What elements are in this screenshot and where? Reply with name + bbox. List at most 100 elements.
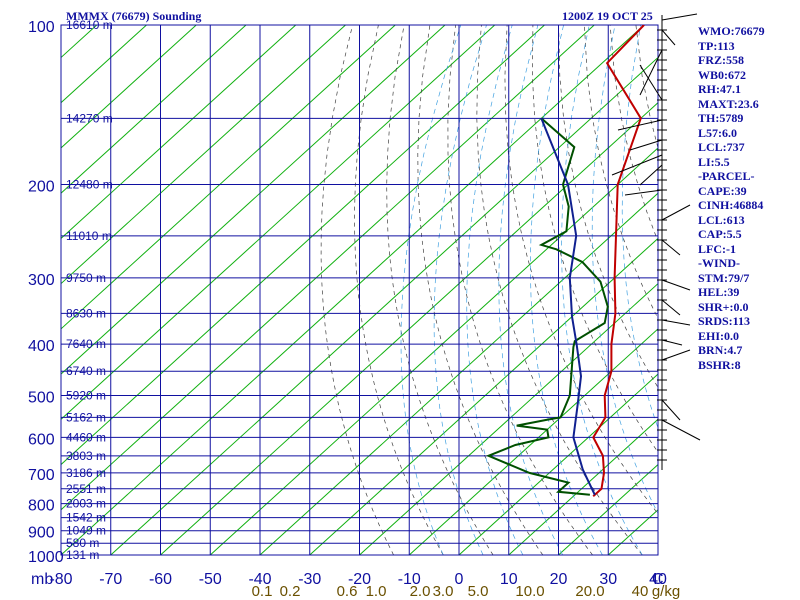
mixing-ratio-label: 10.0 <box>515 583 544 600</box>
wind-barb <box>624 189 663 196</box>
mixing-ratio-label: 20.0 <box>575 583 604 600</box>
dry-adiabat <box>713 25 800 555</box>
wind-barb <box>639 164 663 186</box>
mixing-ratio-label: g/kg <box>652 583 680 600</box>
dry-adiabat <box>687 25 800 555</box>
wind-barb <box>661 419 701 441</box>
temperature-tick-label: 0 <box>455 571 464 588</box>
dry-adiabat <box>765 25 800 555</box>
isotherm-line <box>61 25 197 149</box>
isotherm-line <box>61 25 645 555</box>
pressure-tick-label: 500 <box>28 389 55 406</box>
isotherm-line <box>408 328 658 555</box>
temperature-tick-label: -20 <box>348 571 371 588</box>
pressure-tick-label: 400 <box>28 338 55 355</box>
isotherm-line <box>110 56 658 555</box>
isotherm-line <box>160 102 658 555</box>
mixing-ratio-label: 0.1 <box>252 583 273 600</box>
height-label: 580 m <box>66 536 99 550</box>
wind-barb <box>661 299 681 316</box>
height-label: 3186 m <box>66 466 106 480</box>
wind-barb <box>617 119 663 131</box>
height-label: 1542 m <box>66 511 106 525</box>
height-label: 5920 m <box>66 388 106 402</box>
wind-barb <box>611 154 663 176</box>
pressure-tick-label: 1000 <box>28 549 64 566</box>
isotherm-line <box>209 147 658 555</box>
temperature-tick-label: 10 <box>500 571 518 588</box>
height-label: 5162 m <box>66 410 106 424</box>
temperature-tick-label: 30 <box>599 571 617 588</box>
temperature-tick-label: -40 <box>248 571 271 588</box>
pressure-tick-label: 700 <box>28 467 55 484</box>
isotherm-line <box>61 25 496 420</box>
wind-barb <box>661 399 681 421</box>
height-label: 7640 m <box>66 337 106 351</box>
dewpoint-profile <box>485 117 609 496</box>
temperature-profile <box>592 25 645 498</box>
height-label: 16610 m <box>66 18 113 32</box>
wind-barb <box>661 29 676 46</box>
mixing-ratio-label: 5.0 <box>468 583 489 600</box>
height-label: 9750 m <box>66 271 106 285</box>
mixing-ratio-label: 1.0 <box>366 583 387 600</box>
isotherm-line <box>61 25 545 466</box>
wind-barb <box>661 239 681 256</box>
height-label: 11010 m <box>66 229 112 243</box>
moist-adiabat <box>433 25 487 555</box>
height-label: 2003 m <box>66 497 106 511</box>
mixing-ratio-label: 0.2 <box>280 583 301 600</box>
moist-adiabat <box>621 25 658 429</box>
wind-barb <box>661 349 691 361</box>
pressure-tick-label: 900 <box>28 525 55 542</box>
isotherm-line <box>259 192 658 555</box>
temperature-unit-label: C <box>652 571 664 588</box>
temperature-tick-label: 40 <box>649 571 667 588</box>
wind-barb <box>639 64 663 101</box>
isotherm-line <box>657 554 658 555</box>
dry-adiabat <box>609 25 658 242</box>
height-label: 12480 m <box>66 178 113 192</box>
isotherm-line <box>61 25 247 194</box>
mixing-ratio-label: 40 <box>632 583 649 600</box>
temperature-tick-label: -30 <box>298 571 321 588</box>
temperature-tick-label: -10 <box>398 571 421 588</box>
height-label: 131 m <box>66 548 99 562</box>
pressure-tick-label: 200 <box>28 179 55 196</box>
isotherm-line <box>61 25 396 330</box>
temperature-tick-label: -70 <box>99 571 122 588</box>
isotherm-line <box>61 25 446 375</box>
dry-adiabat <box>790 25 800 555</box>
isotherm-line <box>359 282 658 555</box>
wind-barb <box>661 279 691 291</box>
temperature-tick-label: 20 <box>550 571 568 588</box>
temperature-tick-label: -60 <box>149 571 172 588</box>
mixing-ratio-label: 0.6 <box>337 583 358 600</box>
dry-adiabat <box>532 25 658 453</box>
wind-barb <box>661 339 683 346</box>
isotherm-line <box>508 418 658 555</box>
parcel-profile <box>540 117 596 496</box>
height-label: 6740 m <box>66 364 106 378</box>
pressure-tick-label: 800 <box>28 498 55 515</box>
pressure-unit-label: mb <box>31 571 53 588</box>
pressure-tick-label: 300 <box>28 272 55 289</box>
moist-adiabat <box>466 25 524 555</box>
mixing-ratio-label: 2.0 <box>410 583 431 600</box>
isotherm-line <box>458 373 658 555</box>
dry-adiabat <box>662 25 800 555</box>
height-label: 4460 m <box>66 430 106 444</box>
dry-adiabat <box>558 25 658 389</box>
wind-barb <box>661 13 698 21</box>
wind-barb <box>661 204 691 221</box>
dry-adiabat <box>584 25 658 319</box>
isotherm-line <box>607 509 658 555</box>
mixing-ratio-label: 3.0 <box>433 583 454 600</box>
height-label: 8630 m <box>66 306 106 320</box>
isotherm-line <box>61 25 595 511</box>
temperature-tick-label: -80 <box>49 571 72 588</box>
height-label: 2551 m <box>66 482 106 496</box>
isotherm-line <box>309 237 658 555</box>
